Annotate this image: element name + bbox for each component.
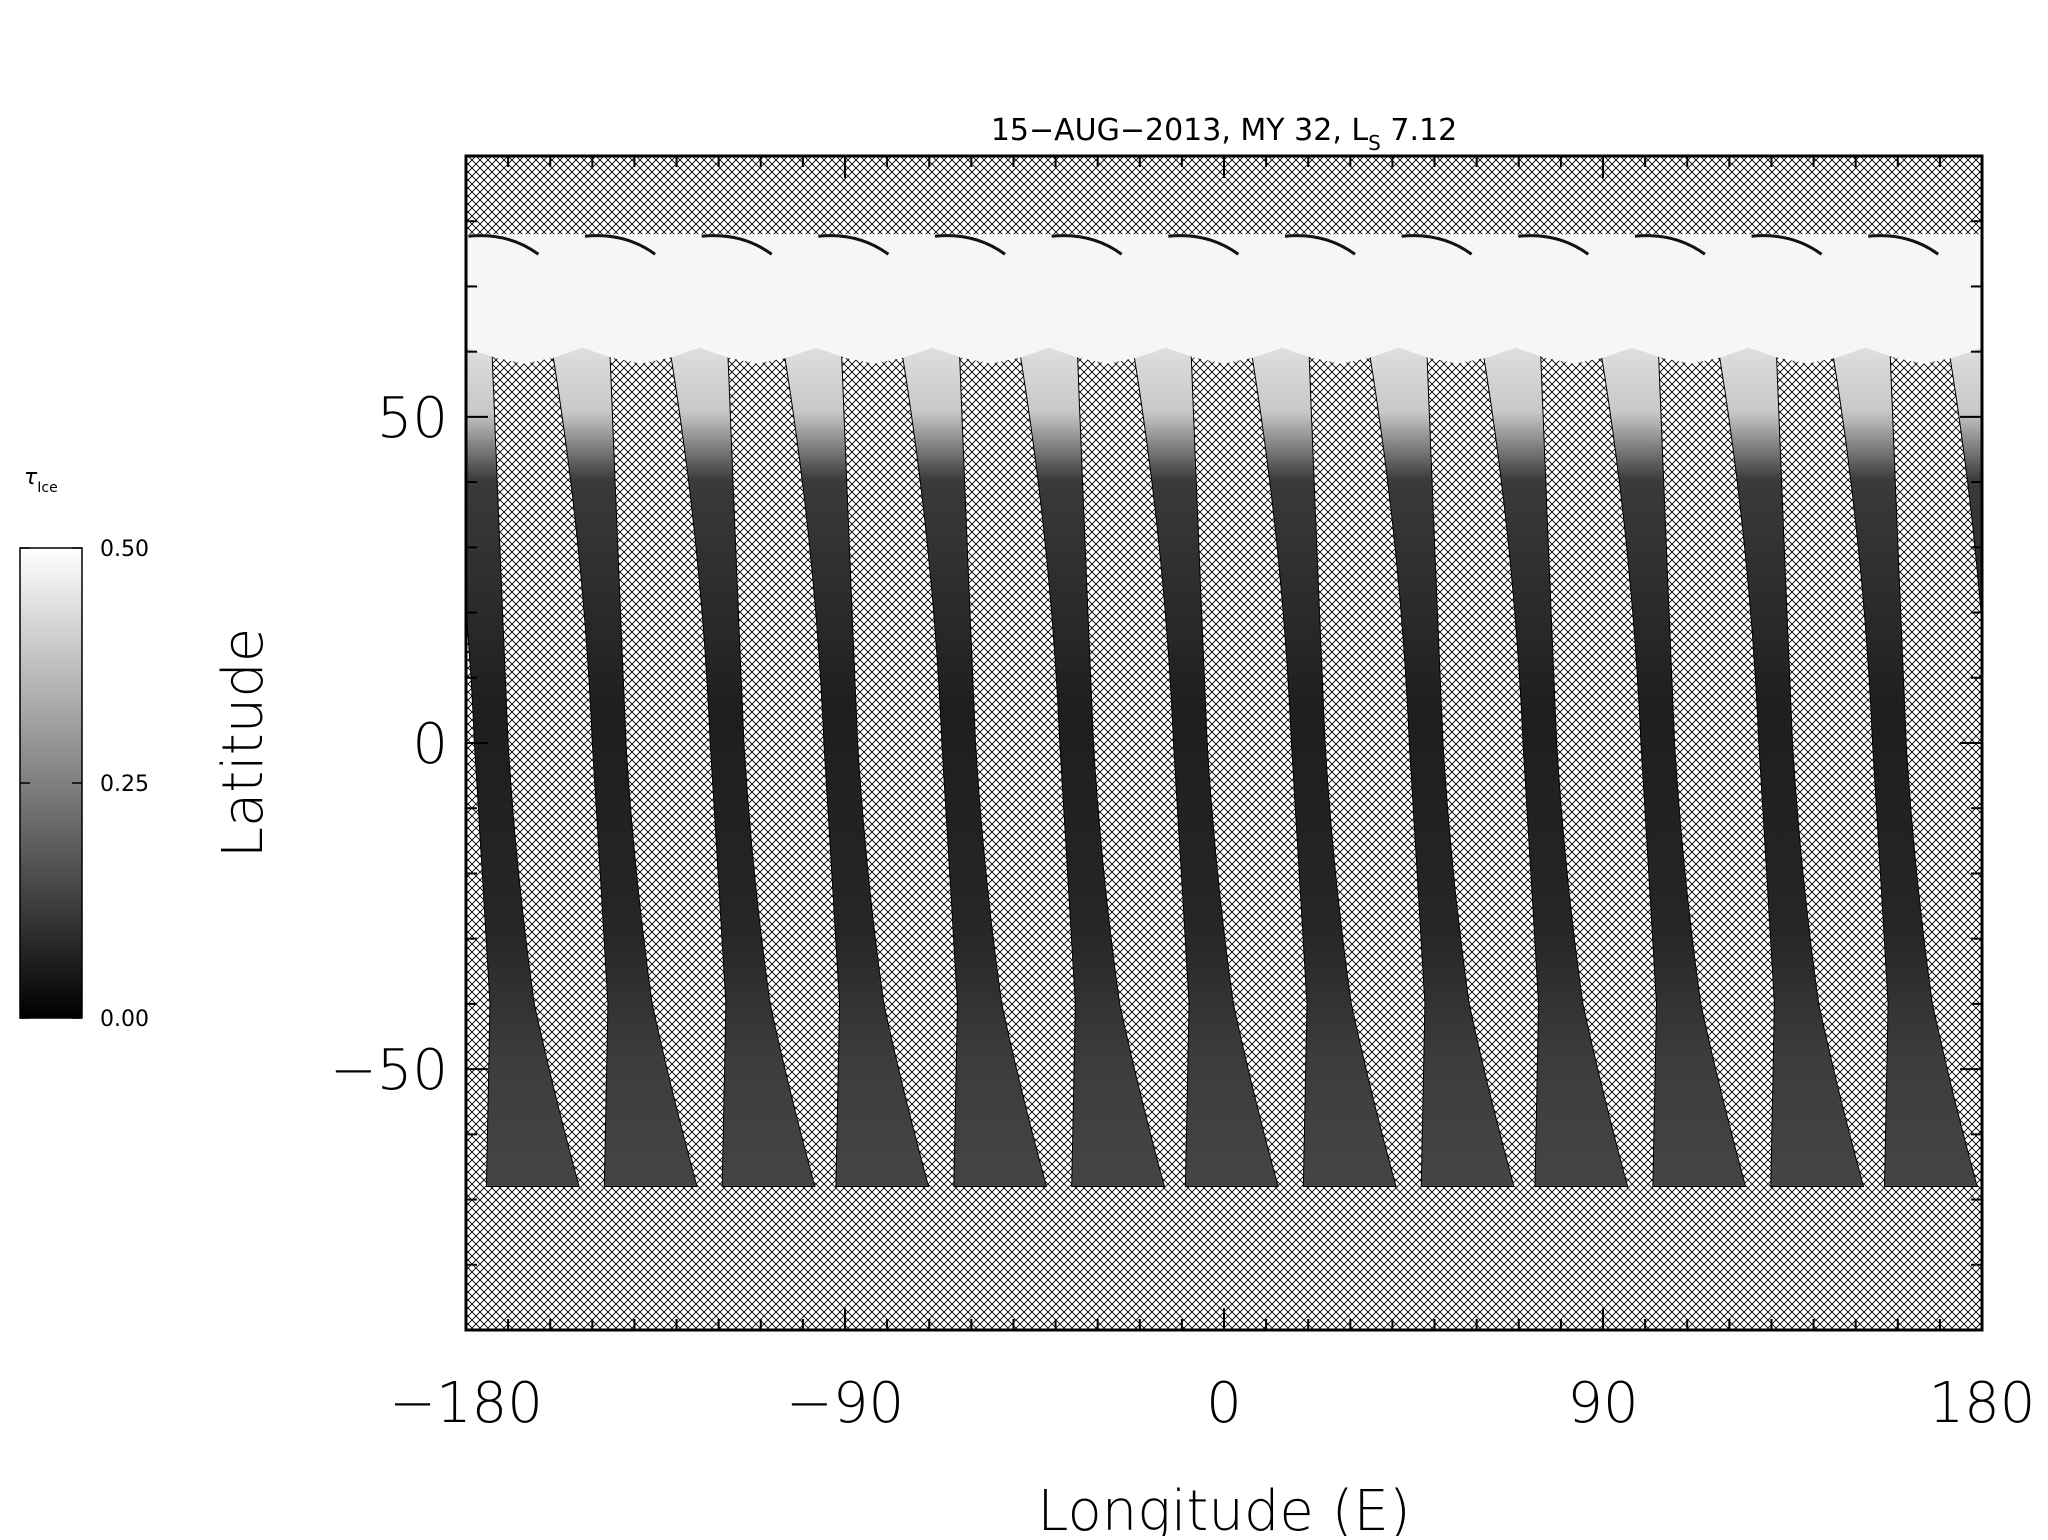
colorbar-tick-label: 0.50 xyxy=(100,537,149,562)
colorbar-ticks: 0.00 0.25 0.50 xyxy=(20,537,149,1032)
orbit-edge-mark xyxy=(934,234,1006,256)
orbit-edge-mark xyxy=(1634,234,1706,256)
colorbar-subscript: Ice xyxy=(37,480,57,496)
orbit-edge-mark xyxy=(1168,234,1240,256)
y-tick-label: 0 xyxy=(412,712,448,777)
orbit-edge-mark xyxy=(1751,234,1823,256)
colorbar-tick-label: 0.00 xyxy=(100,1007,149,1032)
x-tick-label: −180 xyxy=(389,1371,543,1436)
colorbar-tick-label: 0.25 xyxy=(100,772,149,797)
orbit-edge-mark xyxy=(701,234,773,256)
title-subscript: S xyxy=(1368,131,1381,155)
orbit-edge-mark xyxy=(1868,234,1940,256)
y-tick-label: −50 xyxy=(330,1038,448,1103)
orbit-edge-mark xyxy=(1985,236,2048,255)
colorbar-symbol: τ xyxy=(24,465,38,490)
y-axis-label: Latitude xyxy=(211,628,276,858)
x-axis-label: Longitude (E) xyxy=(1037,1479,1410,1536)
swath-14 xyxy=(1944,325,1982,633)
orbit-edge-mark xyxy=(1401,234,1473,256)
orbit-edge-mark xyxy=(468,234,540,256)
colorbar-title: τIce xyxy=(24,465,58,496)
title-suffix: 7.12 xyxy=(1381,113,1457,148)
orbit-edge-mark xyxy=(818,234,890,256)
title-prefix: 15−AUG−2013, MY 32, L xyxy=(991,113,1369,148)
orbit-edge-mark xyxy=(584,234,656,256)
data-layer xyxy=(466,234,2048,1187)
x-tick-label: 90 xyxy=(1567,1371,1638,1436)
orbit-edge-mark xyxy=(1518,234,1590,256)
y-tick-label: 50 xyxy=(377,386,448,451)
chart-title: 15−AUG−2013, MY 32, LS 7.12 xyxy=(991,113,1457,155)
ticks-layer: −180 −90 0 90 180 −50 0 50 xyxy=(330,155,2036,1436)
north-polar-cap xyxy=(466,234,1982,364)
orbit-edge-mark xyxy=(1284,234,1356,256)
colorbar xyxy=(19,547,83,1019)
x-tick-label: 180 xyxy=(1929,1371,2036,1436)
x-tick-label: −90 xyxy=(786,1371,904,1436)
x-tick-label: 0 xyxy=(1206,1371,1242,1436)
orbit-edge-mark xyxy=(1051,234,1123,256)
